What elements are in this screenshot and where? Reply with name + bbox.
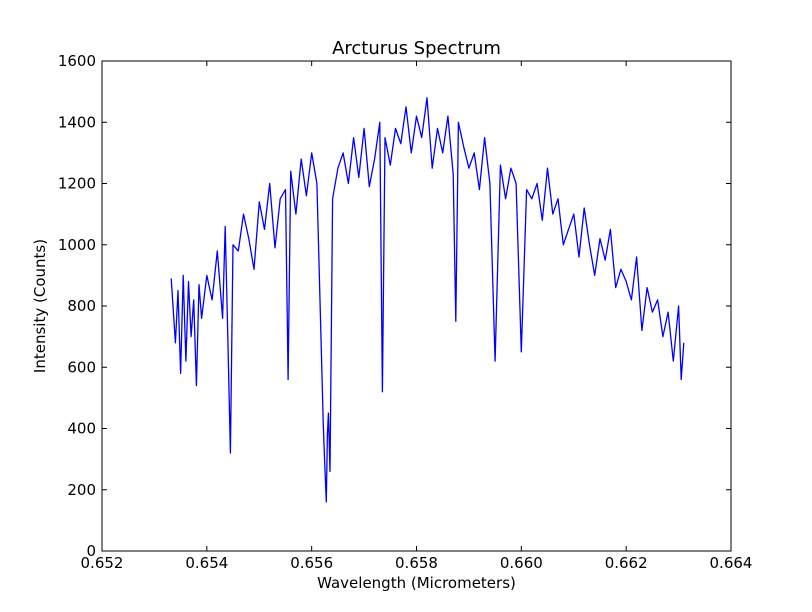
x-tick-label: 0.656: [290, 554, 333, 572]
y-tick-label: 1600: [58, 52, 96, 70]
y-tick-label: 1400: [58, 113, 96, 131]
x-tick-label: 0.662: [605, 554, 648, 572]
x-tick-label: 0.664: [710, 554, 753, 572]
x-tick-label: 0.652: [81, 554, 124, 572]
x-tick-label: 0.658: [395, 554, 438, 572]
x-tick-label: 0.654: [185, 554, 228, 572]
y-axis-title: Intensity (Counts): [31, 239, 49, 373]
series-line-intensity: [170, 97, 685, 503]
y-tick-label: 1000: [58, 236, 96, 254]
y-axis: 0 200 400 600 800 1000 1200 1400 1600: [58, 52, 731, 560]
y-tick-label: 400: [67, 420, 96, 438]
x-axis-title: Wavelength (Micrometers): [317, 574, 516, 592]
y-tick-label: 200: [67, 481, 96, 499]
y-tick-label: 800: [67, 297, 96, 315]
y-tick-label: 600: [67, 358, 96, 376]
y-tick-label: 0: [86, 542, 96, 560]
x-axis: 0.652 0.654 0.656 0.658 0.660 0.662 0.664: [81, 61, 753, 572]
x-tick-label: 0.660: [500, 554, 543, 572]
chart-title: Arcturus Spectrum: [332, 38, 501, 59]
y-tick-label: 1200: [58, 175, 96, 193]
